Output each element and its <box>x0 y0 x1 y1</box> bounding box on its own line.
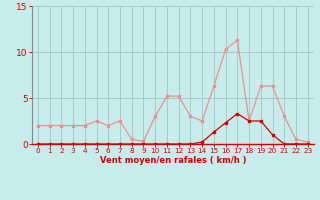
X-axis label: Vent moyen/en rafales ( km/h ): Vent moyen/en rafales ( km/h ) <box>100 156 246 165</box>
